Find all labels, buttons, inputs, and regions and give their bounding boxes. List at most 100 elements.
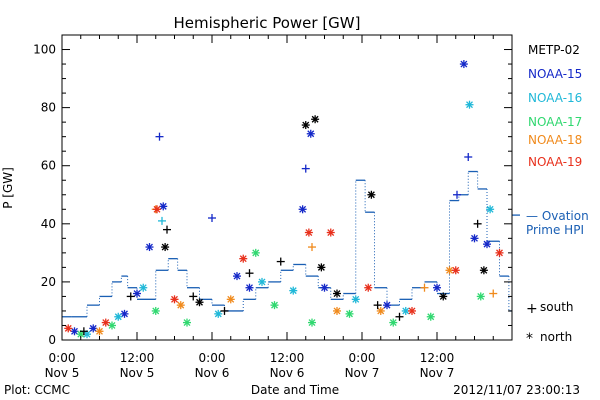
data-point-noaa-15-north — [306, 129, 315, 138]
data-point-noaa-18-north — [176, 301, 185, 310]
data-point-metp-02-south — [245, 269, 254, 278]
data-point-noaa-15-north — [145, 243, 154, 252]
x-tick-time-label: 12:00 — [270, 351, 305, 365]
data-point-metp-02-north — [333, 289, 341, 298]
data-point-noaa-15-north — [470, 234, 479, 243]
data-point-noaa-15-north — [383, 301, 391, 310]
x-axis-label: Date and Time — [251, 383, 339, 397]
data-point-noaa-15-south — [301, 164, 310, 173]
data-point-noaa-16-north — [465, 100, 474, 109]
data-point-noaa-19-north — [326, 228, 335, 237]
x-tick-date-label: Nov 7 — [345, 366, 380, 380]
data-point-noaa-19-north — [364, 283, 373, 292]
y-tick-label: 60 — [41, 159, 56, 173]
data-point-noaa-17-north — [308, 318, 316, 327]
data-point-noaa-15-north — [89, 324, 98, 333]
data-point-metp-02-south — [220, 306, 229, 315]
data-point-noaa-17-north — [345, 309, 354, 318]
x-tick-time-label: 12:00 — [420, 351, 455, 365]
data-point-noaa-15-north — [459, 60, 468, 69]
plot-timestamp: 2012/11/07 23:00:13 — [453, 383, 580, 397]
data-point-noaa-15-north — [433, 283, 441, 292]
data-point-noaa-15-south — [155, 132, 164, 141]
legend-item-noaa-19: NOAA-19 — [528, 155, 582, 169]
legend-marker-north-label: north — [540, 330, 572, 344]
data-point-noaa-17-north — [389, 318, 398, 327]
data-point-metp-02-north — [367, 190, 376, 199]
data-point-noaa-19-north — [64, 324, 73, 333]
data-point-noaa-16-north — [139, 283, 148, 292]
data-point-metp-02-north — [317, 263, 326, 272]
data-point-metp-02-south — [79, 327, 88, 336]
data-point-noaa-19-north — [153, 205, 161, 214]
x-tick-date-label: Nov 5 — [45, 366, 80, 380]
y-tick-label: 100 — [33, 43, 56, 57]
data-point-noaa-19-north — [101, 318, 110, 327]
plot-source-label: Plot: CCMC — [4, 383, 70, 397]
data-point-noaa-19-north — [170, 295, 179, 304]
y-tick-label: 0 — [48, 333, 56, 347]
data-point-noaa-16-south — [158, 216, 166, 225]
data-point-noaa-15-north — [298, 205, 307, 214]
x-tick-date-label: Nov 6 — [270, 366, 305, 380]
data-point-noaa-16-north — [401, 306, 410, 315]
data-point-noaa-15-north — [70, 327, 79, 336]
data-point-noaa-15-north — [233, 272, 241, 281]
y-axis-label: P [GW] — [1, 167, 15, 209]
data-point-noaa-19-north — [304, 228, 313, 237]
data-point-metp-02-north — [301, 121, 310, 130]
chart-title: Hemispheric Power [GW] — [174, 14, 361, 32]
data-point-noaa-16-north — [258, 277, 266, 286]
legend-item-noaa-15: NOAA-15 — [528, 67, 582, 81]
legend-marker-plus-symbol: + — [526, 301, 538, 317]
data-point-metp-02-north — [479, 266, 488, 275]
y-tick-label: 40 — [41, 217, 56, 231]
legend-marker-south-label: south — [540, 300, 574, 314]
data-point-noaa-18-north — [333, 306, 341, 315]
data-point-noaa-17-north — [251, 248, 260, 257]
satellite-data-points — [64, 60, 504, 339]
data-point-noaa-18-south — [420, 283, 429, 292]
data-point-metp-02-south — [276, 257, 285, 266]
x-tick-time-label: 0:00 — [349, 351, 376, 365]
legend-item-noaa-16: NOAA-16 — [528, 91, 582, 105]
x-tick-time-label: 12:00 — [120, 351, 155, 365]
data-point-metp-02-south — [163, 225, 171, 234]
y-tick-label: 20 — [41, 275, 56, 289]
data-point-noaa-18-north — [445, 266, 454, 275]
data-point-noaa-18-south — [489, 289, 498, 298]
legend: METP-02 NOAA-15 NOAA-16 NOAA-17 NOAA-18 … — [526, 43, 589, 347]
data-point-metp-02-south — [473, 219, 482, 228]
data-point-metp-02-north — [195, 298, 204, 307]
data-point-metp-02-south — [189, 292, 198, 301]
data-point-noaa-16-north — [289, 286, 298, 295]
data-point-noaa-17-north — [108, 321, 116, 330]
y-axis: 0 20 40 60 80 100 — [33, 43, 512, 347]
data-point-noaa-15-south — [208, 214, 216, 222]
data-point-noaa-15-north — [483, 240, 491, 249]
data-point-noaa-15-south — [453, 190, 461, 199]
data-point-noaa-17-north — [151, 306, 160, 315]
x-tick-date-label: Nov 7 — [420, 366, 455, 380]
data-point-noaa-17-north — [270, 301, 279, 310]
data-point-metp-02-north — [311, 115, 320, 124]
data-point-metp-02-north — [439, 292, 448, 301]
data-point-noaa-15-north — [120, 309, 129, 318]
legend-marker-star-symbol: * — [526, 331, 533, 347]
data-point-metp-02-south — [126, 292, 135, 301]
data-point-noaa-19-north — [239, 254, 248, 263]
data-point-noaa-16-north — [351, 295, 360, 304]
legend-item-metp-02: METP-02 — [528, 43, 580, 57]
data-point-noaa-16-north — [486, 205, 495, 214]
data-point-metp-02-south — [373, 301, 382, 310]
data-point-noaa-19-north — [495, 248, 504, 257]
data-point-noaa-15-north — [133, 289, 141, 298]
data-point-noaa-16-north — [114, 312, 123, 321]
y-tick-label: 80 — [41, 101, 56, 115]
data-point-metp-02-south — [395, 312, 404, 321]
data-point-noaa-18-north — [376, 306, 385, 315]
data-point-noaa-18-north — [226, 295, 235, 304]
data-point-noaa-15-north — [245, 283, 254, 292]
